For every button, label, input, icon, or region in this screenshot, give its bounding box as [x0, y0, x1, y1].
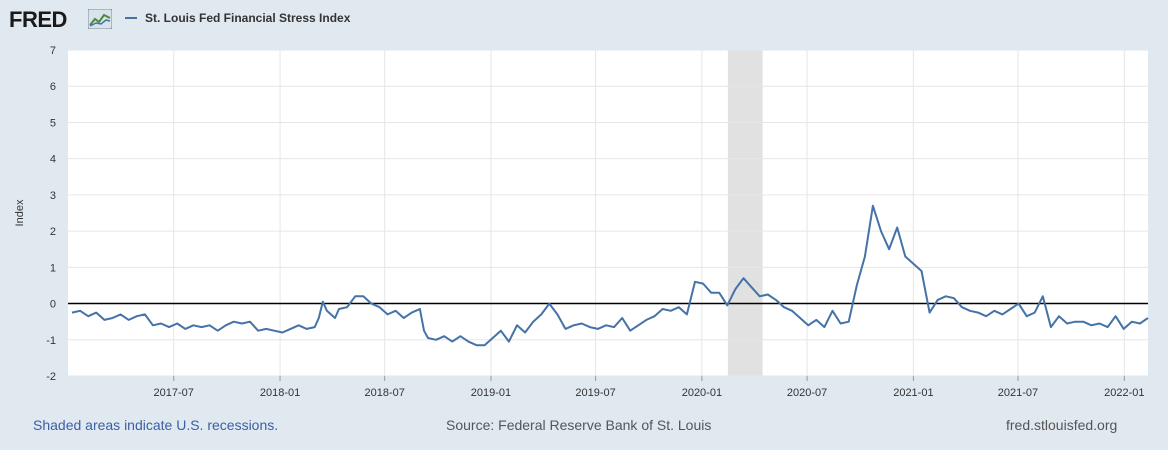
chart-svg: -2 -1 0 1 2 3 4 5 6 7 2017-07 2018-01 2018-07 2019-01…: [14, 45, 1149, 399]
y-tick-label: 6: [50, 81, 56, 93]
legend-label: St. Louis Fed Financial Stress Index: [145, 11, 351, 25]
y-tick-label: -1: [46, 335, 56, 347]
y-tick-label: 5: [50, 117, 56, 129]
x-tick-label: 2018-07: [364, 387, 404, 399]
x-tick-label: 2021-01: [893, 387, 933, 399]
x-tick-label: 2020-01: [682, 387, 722, 399]
x-tick-label: 2020-07: [787, 387, 827, 399]
legend-swatch: [125, 17, 137, 19]
y-tick-label: 4: [50, 154, 56, 166]
x-tick-label: 2018-01: [260, 387, 300, 399]
x-tick-label: 2021-07: [998, 387, 1038, 399]
y-tick-label: 1: [50, 262, 56, 274]
y-tick-label: 0: [50, 299, 56, 311]
y-tick-label: 2: [50, 226, 56, 238]
x-tick-label: 2022-01: [1104, 387, 1144, 399]
y-axis-label: Index: [14, 199, 26, 226]
y-tick-label: 3: [50, 190, 56, 202]
y-tick-label: 7: [50, 45, 56, 57]
source-note: Source: Federal Reserve Bank of St. Loui…: [446, 417, 712, 433]
y-tick-label: -2: [46, 371, 56, 383]
fred-chart-icon: [88, 9, 112, 29]
chart-legend: St. Louis Fed Financial Stress Index: [125, 11, 350, 25]
site-link[interactable]: fred.stlouisfed.org: [1006, 417, 1118, 433]
recession-band: [727, 50, 763, 376]
fred-logo[interactable]: FRED: [9, 7, 67, 32]
series-line: [71, 204, 1149, 347]
recession-note: Shaded areas indicate U.S. recessions.: [33, 417, 279, 433]
x-tick-label: 2019-01: [471, 387, 511, 399]
plot-area: [68, 50, 1148, 376]
x-tick-label: 2017-07: [154, 387, 194, 399]
x-tick-label: 2019-07: [575, 387, 615, 399]
